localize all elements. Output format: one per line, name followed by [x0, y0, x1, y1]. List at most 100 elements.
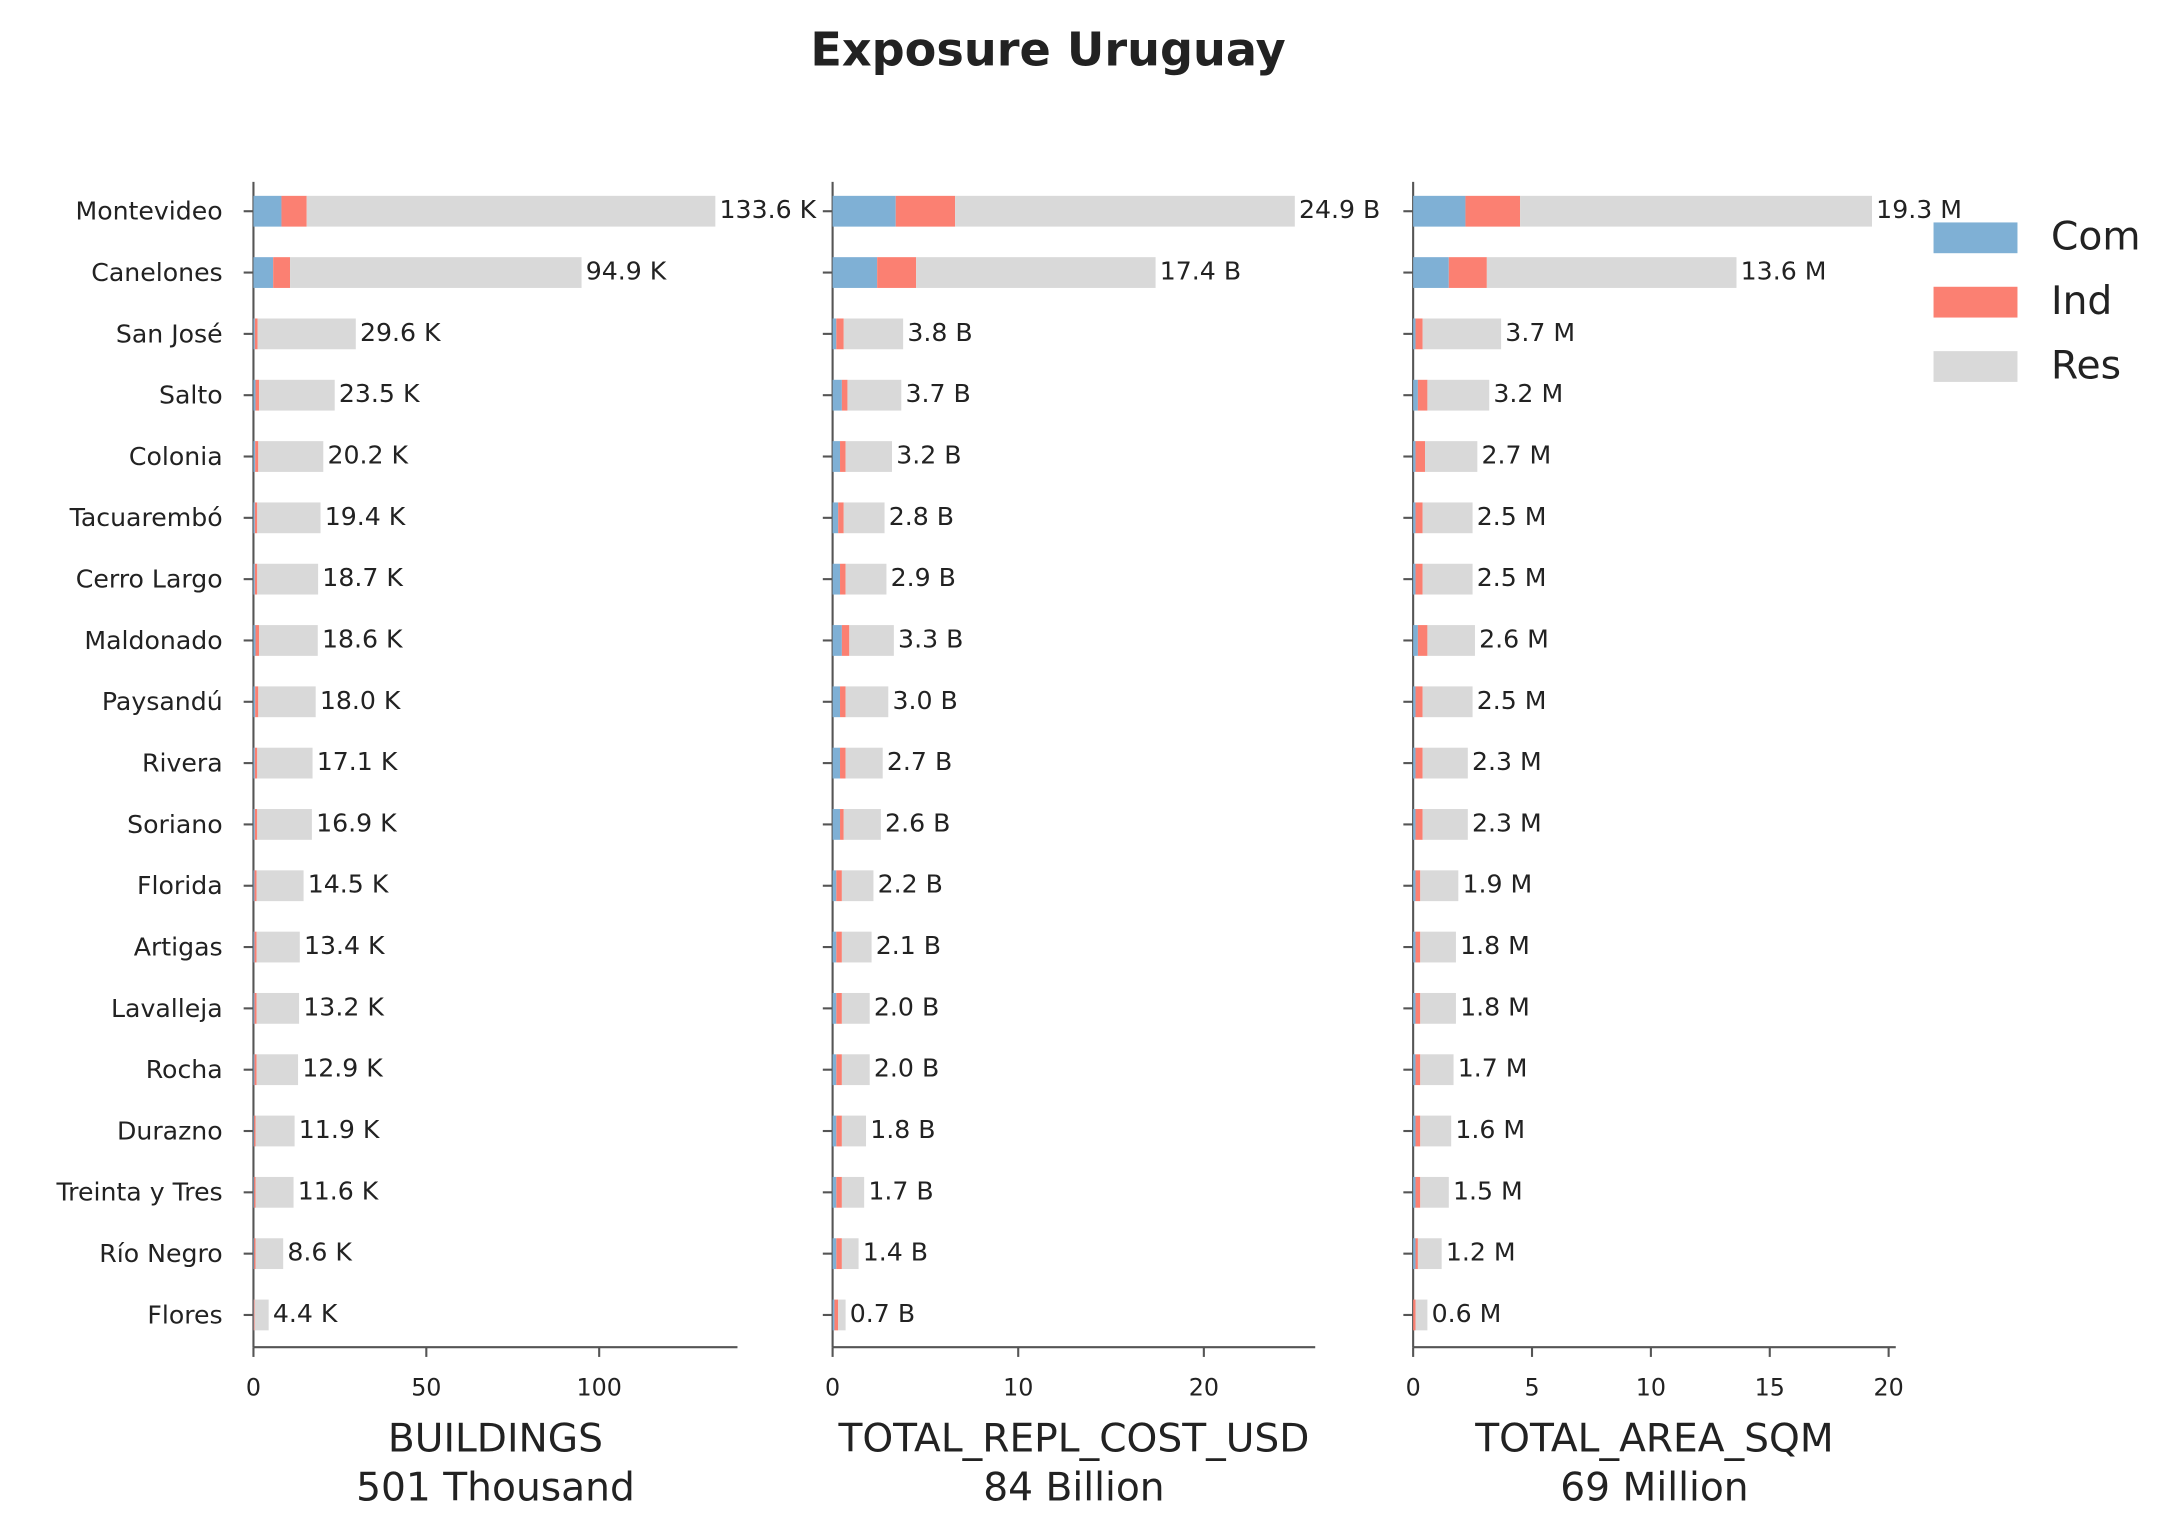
legend-swatch [1933, 286, 2018, 318]
bar-segment [1422, 686, 1473, 718]
bar-segment [254, 318, 258, 350]
bar-segment [255, 1238, 284, 1270]
bar-segment [832, 1238, 837, 1270]
total-label: 23.5 K [339, 379, 421, 408]
bar-segment [1415, 1115, 1421, 1147]
y-tick-label: Cerro Largo [76, 565, 223, 594]
bar-segment [840, 809, 844, 840]
y-tick-label: Florida [137, 871, 223, 900]
total-label: 133.6 K [720, 195, 818, 224]
bar-segment [1415, 318, 1423, 350]
bar-segment [253, 1299, 255, 1331]
total-label: 2.5 M [1477, 502, 1547, 531]
bar-segment [845, 441, 892, 472]
total-label: 2.7 M [1482, 441, 1552, 470]
bar-segment [1415, 747, 1423, 779]
bar-segment [1420, 1176, 1449, 1208]
bar-segment [1420, 1115, 1452, 1147]
bar-segment [1413, 809, 1416, 840]
bar-segment [840, 563, 846, 595]
legend-swatch [1933, 222, 2018, 254]
bar-segment [1413, 502, 1416, 534]
x-axis-label: BUILDINGS [388, 1416, 603, 1461]
bar-segment [841, 1115, 867, 1147]
bar-segment [832, 625, 842, 656]
bar-segment [273, 257, 291, 288]
bar-segment [1422, 809, 1468, 840]
legend-label: Res [2051, 343, 2121, 388]
bar-segment [1415, 563, 1423, 595]
bar-segment [1413, 1176, 1416, 1208]
bar-segment [254, 1115, 256, 1147]
total-label: 2.0 B [874, 992, 939, 1021]
x-axis-sublabel: 69 Million [1560, 1465, 1748, 1510]
bar-segment [832, 1176, 837, 1208]
bar-segment [253, 870, 255, 902]
bar-segment [1413, 992, 1416, 1024]
bar-segment [255, 625, 259, 656]
total-label: 13.2 K [303, 992, 385, 1021]
bar-segment [1422, 747, 1468, 779]
total-label: 18.0 K [320, 686, 402, 715]
bar-segment [841, 1054, 870, 1086]
bar-segment [1420, 870, 1459, 902]
bar-segment [840, 441, 846, 472]
bar-segment [1413, 686, 1416, 718]
bar-segment [832, 1115, 837, 1147]
bar-segment [306, 195, 716, 227]
y-tick-label: Lavalleja [111, 994, 223, 1023]
bar-segment [1413, 1054, 1416, 1086]
total-label: 2.9 B [891, 563, 956, 592]
bar-segment [1413, 379, 1418, 411]
bar-segment [841, 625, 850, 656]
total-label: 3.7 B [905, 379, 970, 408]
bar-segment [1465, 195, 1521, 227]
total-label: 16.9 K [316, 808, 398, 837]
bar-segment [841, 379, 848, 411]
bar-segment [832, 441, 841, 472]
total-label: 29.6 K [360, 318, 442, 347]
bar-segment [1520, 195, 1872, 227]
bar-segment [253, 931, 255, 963]
bar-segment [832, 809, 841, 840]
bar-segment [1415, 1238, 1418, 1270]
bar-segment [257, 563, 319, 595]
bar-segment [843, 809, 881, 840]
total-label: 0.7 B [850, 1299, 915, 1328]
bar-segment [836, 1238, 842, 1270]
bar-segment [255, 379, 259, 411]
bar-segment [257, 318, 356, 350]
y-tick-label: Canelones [91, 258, 222, 287]
bar-segment [840, 747, 846, 779]
bar-segment [254, 563, 258, 595]
bar-segment [253, 502, 255, 534]
total-label: 2.5 M [1477, 563, 1547, 592]
bar-segment [1413, 1115, 1416, 1147]
y-tick-label: Treinta y Tres [56, 1178, 223, 1207]
legend-label: Ind [2051, 279, 2112, 324]
bar-segment [254, 502, 258, 534]
bar-segment [836, 1176, 842, 1208]
bar-segment [1417, 1238, 1442, 1270]
bar-segment [254, 1054, 257, 1086]
total-label: 3.8 B [907, 318, 972, 347]
bar-segment [258, 379, 335, 411]
bar-segment [832, 992, 837, 1024]
bar-segment [1415, 502, 1423, 534]
total-label: 1.7 M [1458, 1054, 1528, 1083]
bar-segment [1486, 257, 1737, 288]
bar-segment [253, 563, 255, 595]
bar-segment [845, 686, 889, 718]
x-axis-label: TOTAL_AREA_SQM [1474, 1416, 1833, 1461]
total-label: 1.4 B [863, 1238, 928, 1267]
x-tick-label: 0 [825, 1374, 840, 1402]
bar-segment [258, 625, 318, 656]
bar-segment [1415, 992, 1421, 1024]
bar-segment [832, 195, 896, 227]
total-label: 3.2 M [1493, 379, 1563, 408]
x-tick-label: 5 [1524, 1374, 1539, 1402]
total-label: 24.9 B [1299, 195, 1380, 224]
y-tick-label: Paysandú [102, 687, 223, 716]
